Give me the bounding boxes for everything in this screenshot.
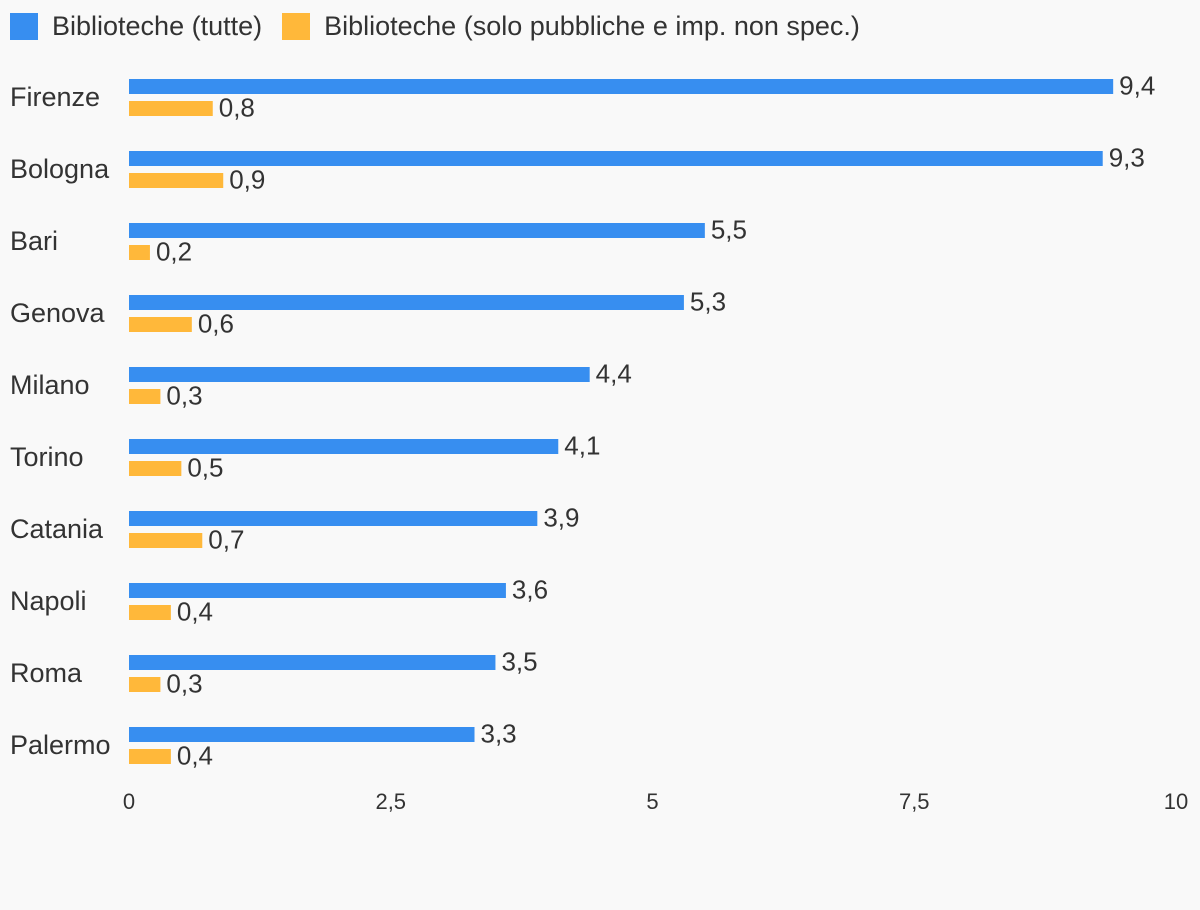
legend-swatch-tutte <box>10 12 38 40</box>
bar-palermo-series-1[interactable] <box>129 727 475 742</box>
x-tick-label: 0 <box>123 789 135 814</box>
bar-torino-series-1[interactable] <box>129 439 559 454</box>
bar-bologna-series-1[interactable] <box>129 151 1103 166</box>
data-label-genova-series-1: 5,3 <box>690 286 726 316</box>
data-label-napoli-series-2: 0,4 <box>177 596 213 626</box>
data-label-bologna-series-1: 9,3 <box>1109 142 1145 172</box>
x-tick-label: 10 <box>1164 789 1188 814</box>
x-tick-label: 7,5 <box>899 789 930 814</box>
data-label-roma-series-2: 0,3 <box>166 668 202 698</box>
category-label-bari: Bari <box>10 226 58 256</box>
category-label-milano: Milano <box>10 370 90 400</box>
category-label-firenze: Firenze <box>10 82 100 112</box>
data-label-torino-series-1: 4,1 <box>564 430 600 460</box>
data-label-bologna-series-2: 0,9 <box>229 164 265 194</box>
category-label-torino: Torino <box>10 442 84 472</box>
data-label-bari-series-1: 5,5 <box>711 214 747 244</box>
bar-roma-series-1[interactable] <box>129 655 496 670</box>
bar-palermo-series-2[interactable] <box>129 749 171 764</box>
data-label-napoli-series-1: 3,6 <box>512 574 548 604</box>
data-label-torino-series-2: 0,5 <box>187 452 223 482</box>
bar-bologna-series-2[interactable] <box>129 173 224 188</box>
data-label-milano-series-2: 0,3 <box>166 380 202 410</box>
category-label-bologna: Bologna <box>10 154 110 184</box>
bar-catania-series-2[interactable] <box>129 533 203 548</box>
bar-napoli-series-1[interactable] <box>129 583 506 598</box>
legend-item-tutte[interactable]: Biblioteche (tutte) <box>10 11 262 42</box>
bar-genova-series-2[interactable] <box>129 317 192 332</box>
bar-roma-series-2[interactable] <box>129 677 161 692</box>
x-tick-label: 5 <box>646 789 658 814</box>
data-label-milano-series-1: 4,4 <box>596 358 632 388</box>
bar-milano-series-2[interactable] <box>129 389 161 404</box>
bar-catania-series-1[interactable] <box>129 511 538 526</box>
x-tick-label: 2,5 <box>375 789 406 814</box>
bar-milano-series-1[interactable] <box>129 367 590 382</box>
data-label-roma-series-1: 3,5 <box>501 646 537 676</box>
category-label-catania: Catania <box>10 514 104 544</box>
category-label-palermo: Palermo <box>10 730 111 760</box>
category-label-roma: Roma <box>10 658 83 688</box>
legend-label-tutte: Biblioteche (tutte) <box>52 10 263 41</box>
data-label-bari-series-2: 0,2 <box>156 236 192 266</box>
legend: Biblioteche (tutte) Biblioteche (solo pu… <box>10 10 880 42</box>
data-label-firenze-series-2: 0,8 <box>219 92 255 122</box>
data-label-palermo-series-2: 0,4 <box>177 740 213 770</box>
category-label-napoli: Napoli <box>10 586 87 616</box>
legend-item-pubbliche[interactable]: Biblioteche (solo pubbliche e imp. non s… <box>282 11 860 42</box>
data-label-catania-series-1: 3,9 <box>543 502 579 532</box>
bar-firenze-series-2[interactable] <box>129 101 213 116</box>
bar-torino-series-2[interactable] <box>129 461 182 476</box>
bar-bari-series-1[interactable] <box>129 223 705 238</box>
data-label-genova-series-2: 0,6 <box>198 308 234 338</box>
data-label-palermo-series-1: 3,3 <box>481 718 517 748</box>
bar-bari-series-2[interactable] <box>129 245 150 260</box>
legend-label-pubbliche: Biblioteche (solo pubbliche e imp. non s… <box>324 10 860 41</box>
category-label-genova: Genova <box>10 298 106 328</box>
bar-firenze-series-1[interactable] <box>129 79 1114 94</box>
data-label-catania-series-2: 0,7 <box>208 524 244 554</box>
bar-napoli-series-2[interactable] <box>129 605 171 620</box>
legend-swatch-pubbliche <box>282 12 311 40</box>
bar-genova-series-1[interactable] <box>129 295 684 310</box>
data-label-firenze-series-1: 9,4 <box>1119 70 1155 100</box>
